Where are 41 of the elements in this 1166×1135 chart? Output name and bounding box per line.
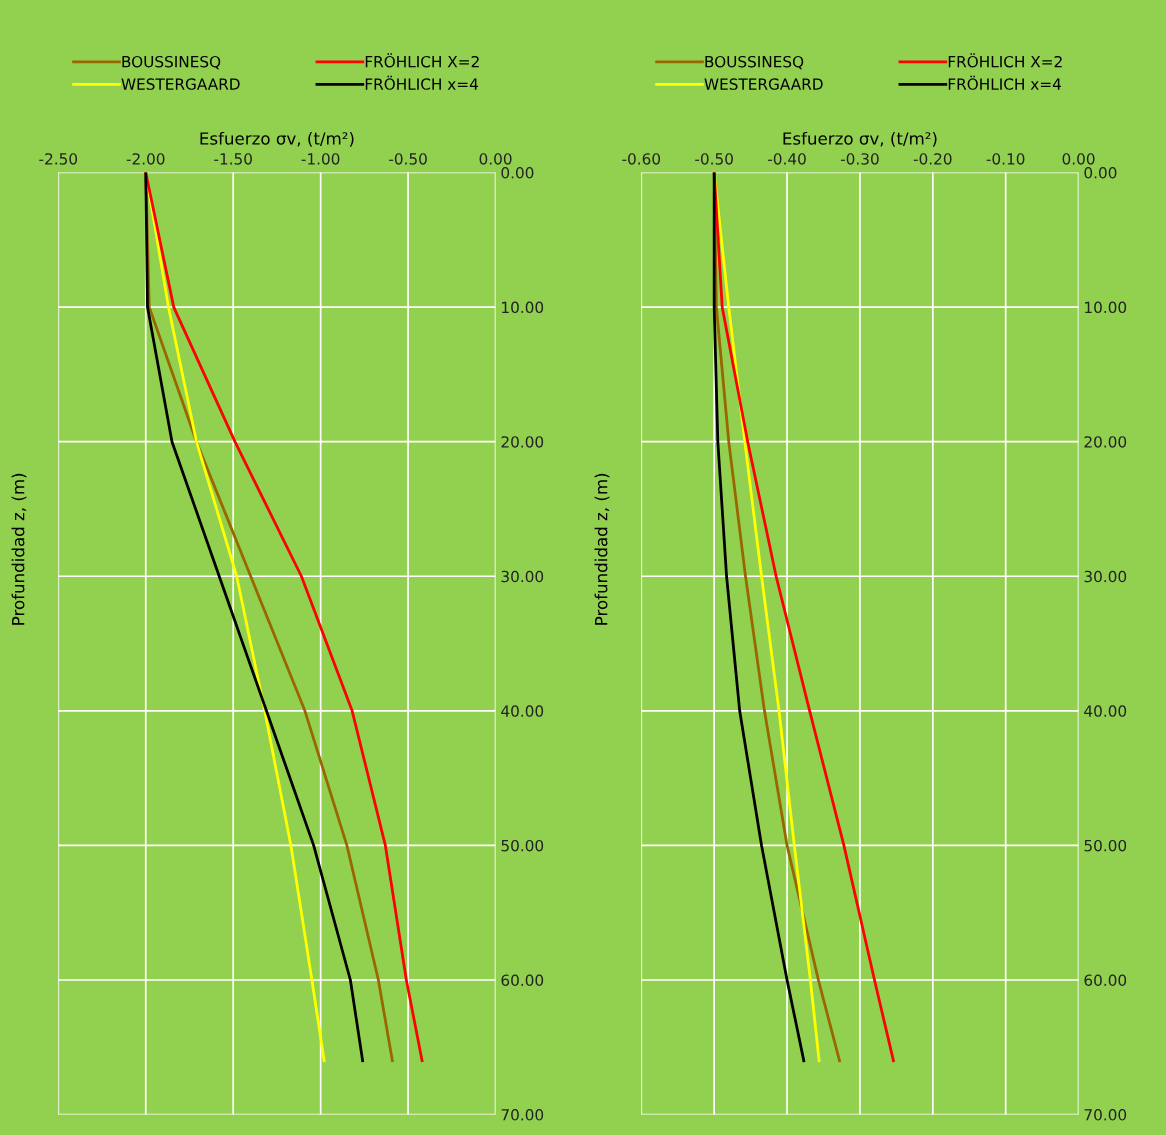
y-tick-label: 30.00 — [501, 570, 544, 583]
legend-label: WESTERGAARD — [121, 78, 240, 90]
legend-label: FRÖHLICH X=2 — [948, 53, 1062, 68]
y-axis-title: Profundidad z, (m) — [11, 473, 27, 625]
y-tick-label: 70.00 — [1084, 1109, 1127, 1121]
y-tick-label: 40.00 — [501, 705, 544, 717]
y-tick-label: 60.00 — [1084, 974, 1127, 987]
legend-label: WESTERGAARD — [704, 78, 823, 90]
y-tick-label: 50.00 — [1084, 839, 1127, 852]
y-tick-label: 60.00 — [501, 974, 544, 987]
x-tick-label: -2.00 — [126, 153, 165, 165]
x-tick-label: -1.00 — [301, 153, 340, 165]
y-tick-label: 0.00 — [1084, 166, 1117, 179]
y-tick-label: 10.00 — [502, 301, 544, 314]
y-tick-label: 10.00 — [1085, 301, 1127, 314]
x-axis-title: Esfuerzo σv, (t/m²) — [200, 131, 354, 147]
legend-label: FRÖHLICH x=4 — [948, 75, 1061, 90]
x-axis-title: Esfuerzo σv, (t/m²) — [783, 131, 937, 147]
x-tick-label: 0.00 — [1062, 153, 1095, 165]
x-tick-label: -0.30 — [840, 153, 879, 165]
x-tick-label: -0.10 — [986, 153, 1025, 165]
x-tick-label: -0.20 — [913, 153, 952, 165]
x-tick-label: -2.50 — [39, 153, 78, 165]
y-tick-label: 20.00 — [501, 436, 544, 448]
legend-label: BOUSSINESQ — [122, 55, 221, 70]
y-tick-label: 70.00 — [501, 1109, 544, 1121]
y-tick-label: 20.00 — [1084, 436, 1127, 448]
x-tick-label: 0.00 — [479, 153, 512, 165]
x-tick-label: -0.40 — [768, 153, 806, 165]
x-tick-label: -0.60 — [622, 153, 661, 165]
legend-label: BOUSSINESQ — [705, 55, 804, 70]
y-tick-label: 50.00 — [501, 839, 544, 852]
x-tick-label: -0.50 — [695, 153, 733, 165]
x-tick-label: -0.50 — [389, 153, 427, 165]
legend-label: FRÖHLICH x=4 — [365, 75, 478, 90]
legend-label: FRÖHLICH X=2 — [365, 53, 479, 68]
y-axis-title: Profundidad z, (m) — [594, 473, 610, 625]
y-tick-label: 40.00 — [1084, 705, 1127, 717]
y-tick-label: 30.00 — [1084, 570, 1127, 583]
x-tick-label: -1.50 — [214, 153, 252, 165]
y-tick-label: 0.00 — [501, 166, 534, 179]
